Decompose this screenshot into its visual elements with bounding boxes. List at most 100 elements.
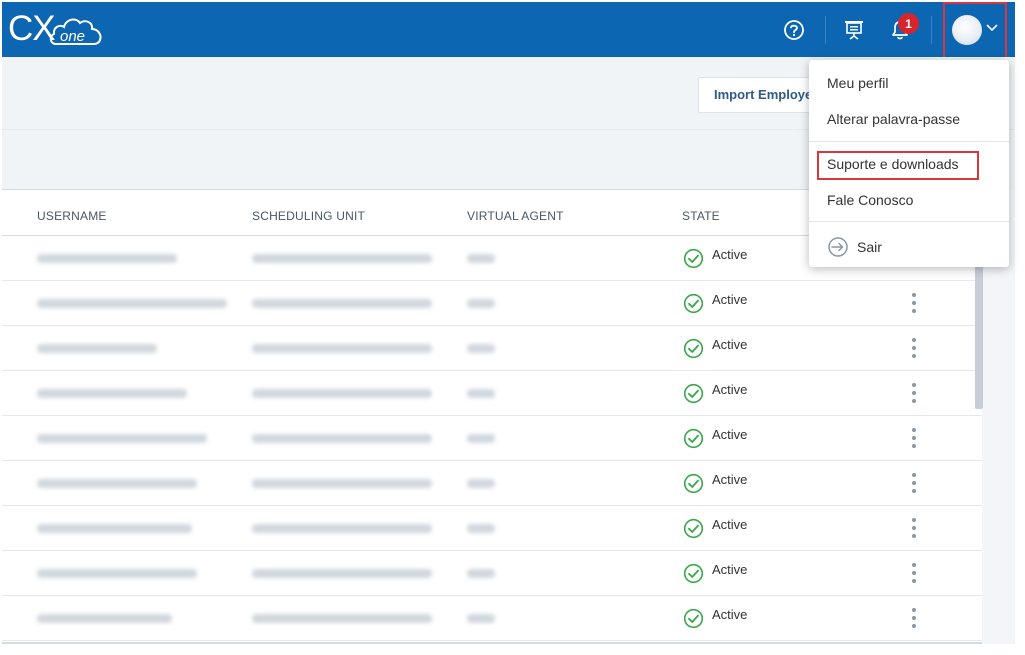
column-header-state[interactable]: STATE <box>682 209 720 223</box>
menu-item-support-downloads[interactable]: Suporte e downloads <box>827 156 959 172</box>
virtual-agent-cell <box>467 614 495 623</box>
scrollbar-thumb[interactable] <box>975 189 983 409</box>
menu-item-logout-label: Sair <box>857 239 882 255</box>
top-bar: CX one 1 <box>2 2 1015 57</box>
state-label: Active <box>712 247 748 262</box>
table-row[interactable]: Active <box>2 281 982 326</box>
username-cell <box>37 569 197 578</box>
table-bottom-border <box>2 642 982 644</box>
scheduling-unit-cell <box>252 434 432 443</box>
state-cell: Active <box>683 337 748 359</box>
state-label: Active <box>712 337 748 352</box>
check-circle-icon <box>683 248 704 269</box>
state-label: Active <box>712 292 748 307</box>
scheduling-unit-cell <box>252 299 432 308</box>
username-cell <box>37 299 227 308</box>
state-cell: Active <box>683 607 748 629</box>
row-actions-kebab-icon[interactable] <box>907 606 921 630</box>
highlight-box <box>817 151 979 180</box>
menu-separator <box>809 221 1009 222</box>
table-row[interactable]: Active <box>2 416 982 461</box>
username-cell <box>37 434 207 443</box>
scheduling-unit-cell <box>252 524 432 533</box>
scheduling-unit-cell <box>252 479 432 488</box>
header-divider <box>2 129 1015 130</box>
state-cell: Active <box>683 517 748 539</box>
logo-cloud-icon: one <box>49 18 102 45</box>
column-header-scheduling-unit[interactable]: SCHEDULING UNIT <box>252 209 366 223</box>
username-cell <box>37 614 172 623</box>
state-label: Active <box>712 472 748 487</box>
row-actions-kebab-icon[interactable] <box>907 336 921 360</box>
username-cell <box>37 389 187 398</box>
state-label: Active <box>712 562 748 577</box>
row-actions-kebab-icon[interactable] <box>907 516 921 540</box>
username-cell <box>37 524 192 533</box>
table-row[interactable]: Active <box>2 371 982 416</box>
presentation-icon[interactable] <box>842 18 866 42</box>
row-actions-kebab-icon[interactable] <box>907 426 921 450</box>
state-label: Active <box>712 382 748 397</box>
state-cell: Active <box>683 247 748 269</box>
notification-badge: 1 <box>898 13 919 34</box>
column-header-virtual-agent[interactable]: VIRTUAL AGENT <box>467 209 564 223</box>
user-menu-button[interactable] <box>943 2 1007 61</box>
check-circle-icon <box>683 338 704 359</box>
menu-item-contact-us[interactable]: Fale Conosco <box>827 192 914 208</box>
check-circle-icon <box>683 473 704 494</box>
scheduling-unit-cell <box>252 389 432 398</box>
table-row[interactable]: Active <box>2 596 982 641</box>
check-circle-icon <box>683 608 704 629</box>
scheduling-unit-cell <box>252 254 432 263</box>
row-actions-kebab-icon[interactable] <box>907 471 921 495</box>
state-cell: Active <box>683 472 748 494</box>
avatar <box>952 15 982 45</box>
check-circle-icon <box>683 383 704 404</box>
username-cell <box>37 479 197 488</box>
user-dropdown-menu: Meu perfil Alterar palavra-passe Suporte… <box>809 60 1009 267</box>
help-icon[interactable] <box>782 18 806 42</box>
menu-item-change-password[interactable]: Alterar palavra-passe <box>827 111 961 127</box>
row-actions-kebab-icon[interactable] <box>907 291 921 315</box>
virtual-agent-cell <box>467 299 495 308</box>
state-label: Active <box>712 427 748 442</box>
table-row[interactable]: Active <box>2 506 982 551</box>
column-header-username[interactable]: USERNAME <box>37 209 107 223</box>
virtual-agent-cell <box>467 434 495 443</box>
scheduling-unit-cell <box>252 569 432 578</box>
check-circle-icon <box>683 563 704 584</box>
menu-separator <box>809 141 1009 142</box>
table-row[interactable]: Active <box>2 551 982 596</box>
state-cell: Active <box>683 382 748 404</box>
row-actions-kebab-icon[interactable] <box>907 381 921 405</box>
virtual-agent-cell <box>467 344 495 353</box>
virtual-agent-cell <box>467 389 495 398</box>
menu-item-profile[interactable]: Meu perfil <box>827 75 889 91</box>
cxone-logo[interactable]: CX one <box>8 8 104 50</box>
table-row[interactable]: Active <box>2 461 982 506</box>
scheduling-unit-cell <box>252 344 432 353</box>
check-circle-icon <box>683 428 704 449</box>
menu-item-logout[interactable]: Sair <box>827 236 882 258</box>
scheduling-unit-cell <box>252 614 432 623</box>
check-circle-icon <box>683 518 704 539</box>
chevron-down-icon <box>986 24 998 32</box>
logo-one-text: one <box>60 28 85 45</box>
check-circle-icon <box>683 293 704 314</box>
virtual-agent-cell <box>467 479 495 488</box>
row-actions-kebab-icon[interactable] <box>907 561 921 585</box>
state-cell: Active <box>683 292 748 314</box>
state-cell: Active <box>683 562 748 584</box>
state-label: Active <box>712 607 748 622</box>
toolbar-separator <box>825 16 826 44</box>
table-row[interactable]: Active <box>2 326 982 371</box>
username-cell <box>37 254 177 263</box>
virtual-agent-cell <box>467 254 495 263</box>
username-cell <box>37 344 157 353</box>
virtual-agent-cell <box>467 569 495 578</box>
state-label: Active <box>712 517 748 532</box>
virtual-agent-cell <box>467 524 495 533</box>
logout-icon <box>828 237 848 257</box>
toolbar-separator <box>931 16 932 44</box>
import-employees-button[interactable]: Import Employees <box>698 77 828 113</box>
